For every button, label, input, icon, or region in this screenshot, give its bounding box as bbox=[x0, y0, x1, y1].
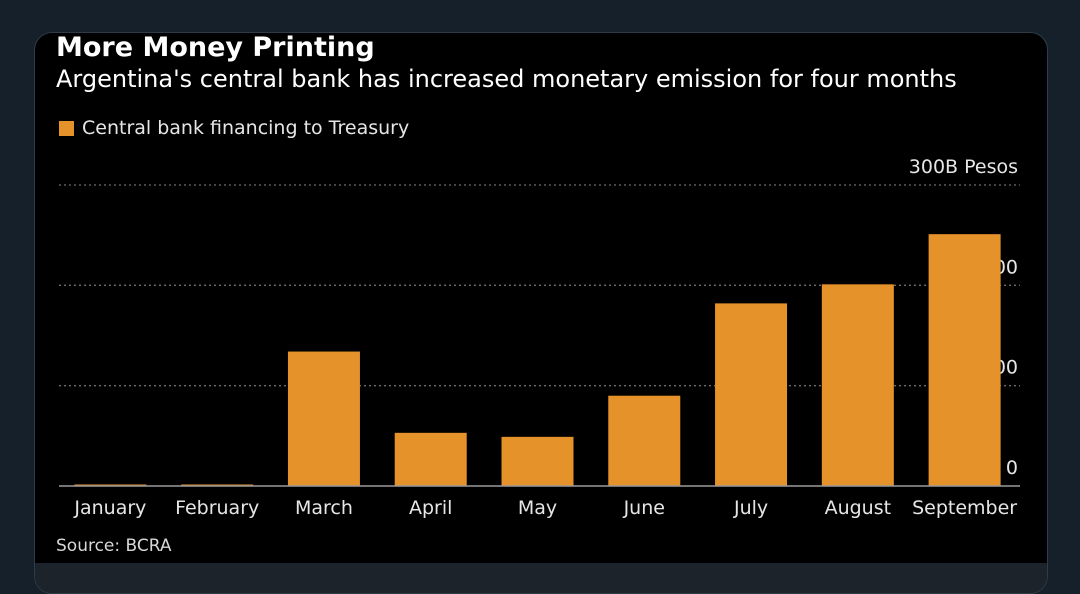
bar bbox=[394, 432, 467, 486]
chart-legend: Central bank financing to Treasury bbox=[59, 117, 409, 139]
bar-chart: 0100200300B PesosJanuaryFebruaryMarchApr… bbox=[59, 156, 1020, 519]
bar bbox=[821, 284, 894, 486]
x-tick-label: April bbox=[409, 497, 452, 519]
chart-card: More Money Printing Argentina's central … bbox=[34, 32, 1048, 594]
x-tick-label: September bbox=[912, 497, 1017, 519]
chart-subtitle: Argentina's central bank has increased m… bbox=[56, 65, 957, 93]
chart-title: More Money Printing bbox=[56, 32, 375, 63]
x-tick-label: July bbox=[733, 497, 768, 519]
x-tick-label: March bbox=[295, 497, 353, 519]
legend-label: Central bank financing to Treasury bbox=[82, 117, 410, 139]
source-note: Source: BCRA bbox=[56, 536, 172, 556]
card-footer-bar bbox=[35, 563, 1047, 593]
bar bbox=[608, 395, 681, 486]
x-tick-label: February bbox=[175, 497, 259, 519]
x-tick-label: August bbox=[825, 497, 892, 519]
bar bbox=[715, 303, 788, 486]
y-tick-label: 300B Pesos bbox=[909, 156, 1018, 178]
bar bbox=[501, 436, 574, 486]
bar bbox=[928, 234, 1001, 486]
bar bbox=[287, 351, 360, 486]
x-tick-label: May bbox=[518, 497, 557, 519]
y-tick-label: 0 bbox=[1006, 457, 1018, 479]
legend-swatch bbox=[59, 120, 74, 136]
x-tick-label: June bbox=[623, 497, 665, 519]
x-tick-label: January bbox=[73, 497, 146, 519]
